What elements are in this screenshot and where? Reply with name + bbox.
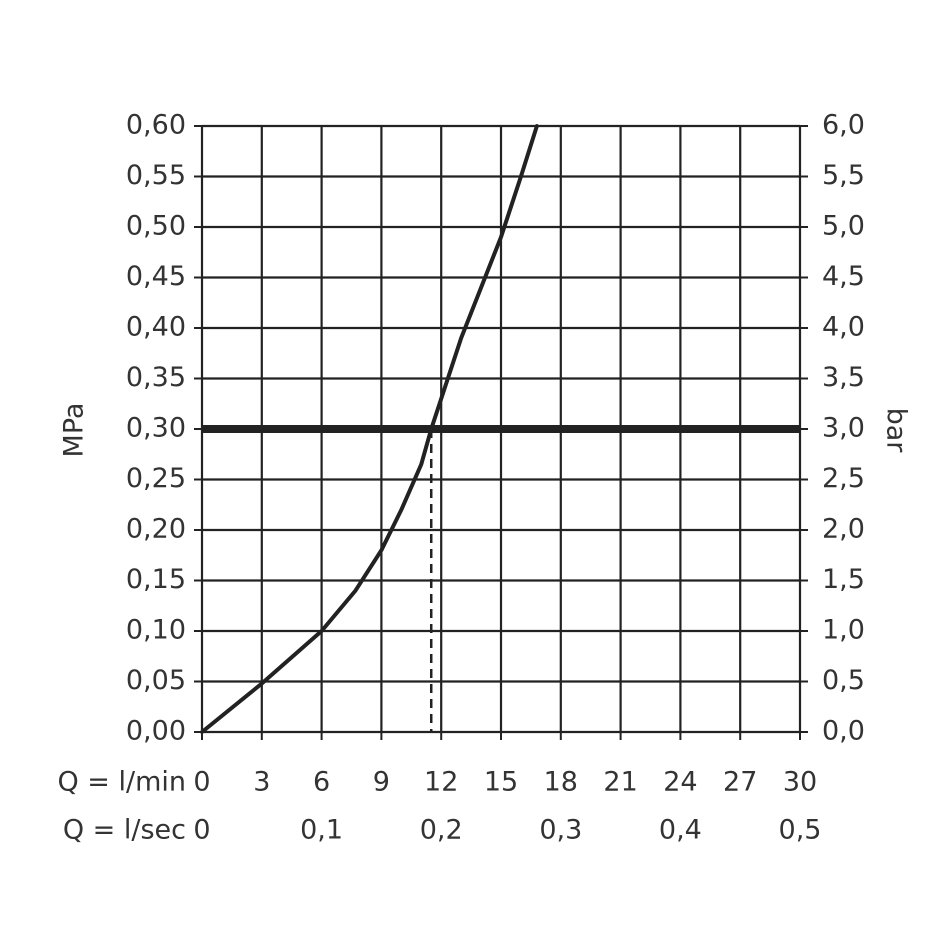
y2-tick-label: 1,0 — [822, 615, 865, 646]
y-tick-label: 0,15 — [126, 564, 186, 595]
y-tick-label: 0,55 — [126, 160, 186, 191]
x2-tick-label: 0,3 — [539, 815, 582, 846]
x2-tick-label: 0,4 — [659, 815, 702, 846]
y-tick-label: 0,25 — [126, 463, 186, 494]
y-tick-label: 0,20 — [126, 514, 186, 545]
y2-tick-label: 4,0 — [822, 312, 865, 343]
x-tick-label: 6 — [313, 767, 330, 798]
y2-tick-label: 5,0 — [822, 211, 865, 242]
y-tick-label: 0,45 — [126, 261, 186, 292]
x-tick-label: 27 — [723, 767, 757, 798]
y-tick-label: 0,00 — [126, 716, 186, 747]
x-tick-label: 30 — [783, 767, 817, 798]
x2-tick-label: 0 — [193, 815, 210, 846]
y-axis-label: MPa — [59, 403, 90, 458]
y2-tick-label: 1,5 — [822, 564, 865, 595]
y2-axis-label: bar — [881, 408, 912, 454]
y-tick-label: 0,50 — [126, 211, 186, 242]
x2-tick-label: 0,2 — [420, 815, 463, 846]
curve — [200, 124, 539, 734]
x-tick-label: 9 — [373, 767, 390, 798]
y2-tick-label: 2,0 — [822, 514, 865, 545]
y2-tick-label: 3,5 — [822, 362, 865, 393]
y2-tick-label: 3,0 — [822, 413, 865, 444]
y2-tick-label: 0,0 — [822, 716, 865, 747]
y2-tick-label: 4,5 — [822, 261, 865, 292]
x2-tick-label: 0,5 — [779, 815, 822, 846]
y-tick-label: 0,10 — [126, 615, 186, 646]
x2-tick-label: 0,1 — [300, 815, 343, 846]
y-tick-label: 0,35 — [126, 362, 186, 393]
x-tick-label: 0 — [193, 767, 210, 798]
x2-axis-label: Q = l/sec — [63, 815, 186, 846]
y2-tick-label: 5,5 — [822, 160, 865, 191]
y-tick-label: 0,40 — [126, 312, 186, 343]
y-tick-label: 0,30 — [126, 413, 186, 444]
y-tick-label: 0,05 — [126, 665, 186, 696]
x-tick-label: 21 — [603, 767, 637, 798]
y2-tick-label: 2,5 — [822, 463, 865, 494]
x-tick-label: 3 — [253, 767, 270, 798]
y2-tick-label: 6,0 — [822, 110, 865, 141]
x-tick-label: 24 — [663, 767, 697, 798]
x-axis-label: Q = l/min — [57, 767, 186, 798]
x-tick-label: 12 — [424, 767, 458, 798]
x-tick-label: 18 — [544, 767, 578, 798]
y-tick-label: 0,60 — [126, 110, 186, 141]
y2-tick-label: 0,5 — [822, 665, 865, 696]
x-tick-label: 15 — [484, 767, 518, 798]
